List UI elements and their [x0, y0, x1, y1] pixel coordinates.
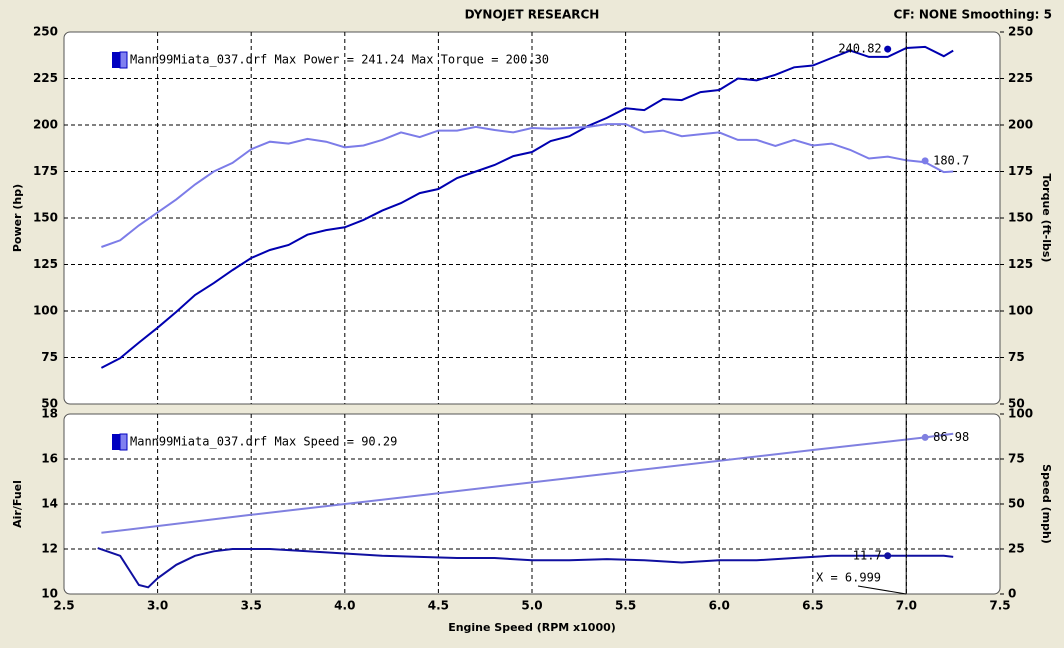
y-tick-label: 16 [41, 452, 58, 466]
legend-swatch [119, 51, 128, 69]
y-axis-label: Air/Fuel [11, 480, 24, 528]
y2-tick-label: 100 [1008, 304, 1033, 318]
y2-tick-label: 175 [1008, 164, 1033, 178]
y2-tick-label: 150 [1008, 211, 1033, 225]
legend-text: Mann99Miata_037.drf Max Power = 241.24 M… [130, 53, 549, 67]
x-tick-label: 6.5 [802, 599, 823, 613]
x-tick-label: 2.5 [53, 599, 74, 613]
data-line [101, 123, 954, 248]
x-tick-label: 3.0 [147, 599, 168, 613]
y-tick-label: 14 [41, 497, 58, 511]
y2-tick-label: 50 [1008, 397, 1025, 411]
readout-label: 240.82 [838, 42, 881, 56]
legend-swatch [119, 433, 128, 451]
readout-label: 11.7 [853, 548, 882, 562]
data-line [100, 45, 954, 369]
x-tick-label: 7.0 [896, 599, 917, 613]
y2-axis-label: Speed (mph) [1040, 464, 1053, 544]
header-settings: CF: NONE Smoothing: 5 [894, 8, 1052, 22]
y-tick-label: 125 [33, 257, 58, 271]
x-tick-label: 4.5 [428, 599, 449, 613]
y2-tick-label: 225 [1008, 71, 1033, 85]
y2-tick-label: 0 [1008, 587, 1016, 601]
x-tick-label: 5.5 [615, 599, 636, 613]
y-tick-label: 12 [41, 542, 58, 556]
x-tick-label: 3.5 [241, 599, 262, 613]
y-tick-label: 100 [33, 304, 58, 318]
y-tick-label: 18 [41, 407, 58, 421]
y2-tick-label: 200 [1008, 118, 1033, 132]
x-tick-label: 7.5 [989, 599, 1010, 613]
readout-marker [921, 433, 929, 441]
legend-swatch [112, 434, 120, 450]
readout-label: 86.98 [933, 430, 969, 444]
y2-tick-label: 75 [1008, 452, 1025, 466]
y2-tick-label: 75 [1008, 350, 1025, 364]
y2-tick-label: 125 [1008, 257, 1033, 271]
y-tick-label: 250 [33, 25, 58, 39]
readout-marker [884, 552, 892, 560]
data-line [97, 547, 954, 589]
readout-label: 180.7 [933, 153, 969, 167]
readout-marker [884, 45, 892, 53]
y-tick-label: 225 [33, 71, 58, 85]
x-axis-label: Engine Speed (RPM x1000) [448, 621, 616, 634]
x-tick-label: 4.0 [334, 599, 355, 613]
header-title: DYNOJET RESEARCH [465, 8, 600, 22]
y-tick-label: 175 [33, 164, 58, 178]
y2-tick-label: 250 [1008, 25, 1033, 39]
y-tick-label: 150 [33, 211, 58, 225]
cursor-label: X = 6.999 [816, 571, 881, 585]
x-tick-label: 5.0 [521, 599, 542, 613]
y-axis-label: Power (hp) [11, 184, 24, 252]
y2-tick-label: 25 [1008, 542, 1025, 556]
y2-axis-label: Torque (ft-lbs) [1040, 174, 1053, 263]
y-tick-label: 200 [33, 118, 58, 132]
y2-tick-label: 50 [1008, 497, 1025, 511]
x-tick-label: 6.0 [709, 599, 730, 613]
cursor-leader [857, 585, 907, 595]
legend-swatch [112, 52, 120, 68]
legend-text: Mann99Miata_037.drf Max Speed = 90.29 [130, 435, 397, 449]
y-tick-label: 75 [41, 350, 58, 364]
y2-tick-label: 100 [1008, 407, 1033, 421]
readout-marker [921, 157, 929, 165]
y-tick-label: 50 [41, 397, 58, 411]
y-tick-label: 10 [41, 587, 58, 601]
